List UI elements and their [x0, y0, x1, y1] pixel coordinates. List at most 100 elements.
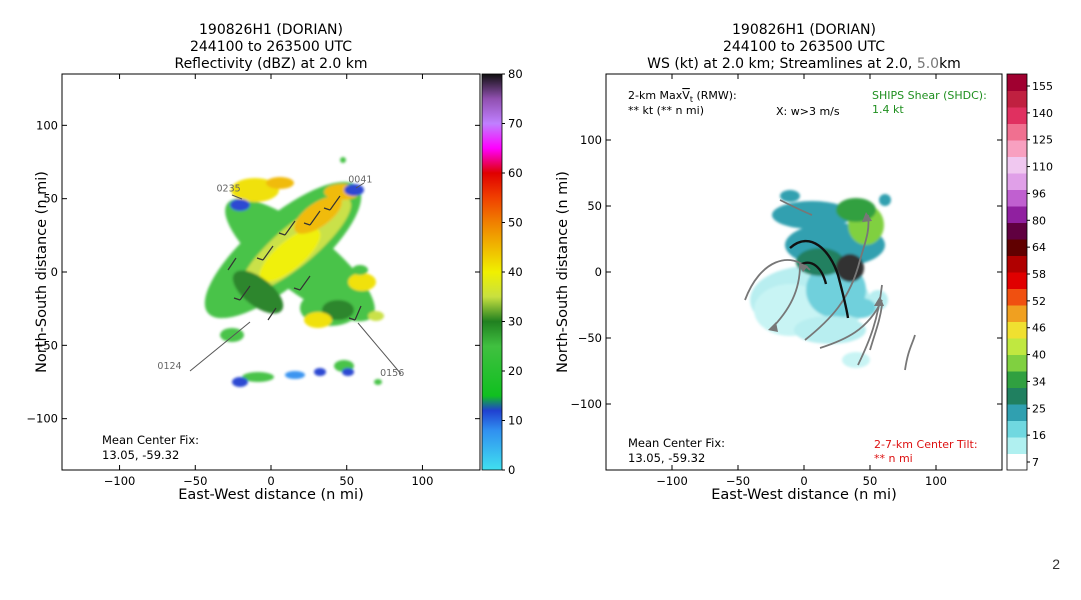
- track-point-label: 0235: [217, 183, 241, 194]
- reflectivity-field: [189, 157, 402, 387]
- colorbar-swatch: [1007, 123, 1027, 141]
- x-tick-label: −100: [104, 474, 136, 488]
- x-tick-label: 50: [339, 474, 354, 488]
- colorbar-swatch: [1007, 354, 1027, 372]
- x-tick-label: 0: [267, 474, 274, 488]
- colorbar-tick-label: 50: [508, 216, 523, 230]
- right-title-line1: 190826H1 (DORIAN): [732, 22, 876, 38]
- colorbar-tick-label: 110: [1032, 161, 1053, 174]
- colorbar-tick-label: 40: [508, 265, 523, 279]
- colorbar-tick-label: 70: [508, 117, 523, 131]
- colorbar-tick-label: 80: [508, 67, 523, 81]
- left-title-line2: 244100 to 263500 UTC: [190, 39, 352, 55]
- track-point-label: 0156: [380, 368, 404, 379]
- colorbar-tick-label: 80: [1032, 214, 1046, 227]
- right-x-axis-ticks: −100 −50 0 50 100: [656, 74, 947, 488]
- x-tick-label: −50: [726, 474, 750, 488]
- colorbar-tick-label: 125: [1032, 134, 1053, 147]
- colorbar-tick-label: 16: [1032, 429, 1046, 442]
- right-title-line2: 244100 to 263500 UTC: [723, 39, 885, 55]
- y-tick-label: −50: [34, 338, 58, 352]
- track-point-labels: 0235 0041 0124 0156: [157, 175, 404, 380]
- colorbar-swatch: [1007, 387, 1027, 405]
- x-tick-label: 50: [863, 474, 878, 488]
- colorbar-swatch: [1007, 74, 1027, 91]
- colorbar-tick-label: 64: [1032, 241, 1046, 254]
- rmw-subscript: t: [690, 95, 693, 104]
- left-x-axis-label: East-West distance (n mi): [178, 487, 364, 503]
- colorbar-swatch: [1007, 156, 1027, 174]
- right-title-line3-main: WS (kt) at 2.0 km; Streamlines at 2.0,: [647, 56, 917, 72]
- colorbar-swatch: [1007, 288, 1027, 306]
- left-mean-center-value: 13.05, -59.32: [102, 448, 179, 462]
- reflectivity-panel: 190826H1 (DORIAN) 244100 to 263500 UTC R…: [26, 22, 522, 503]
- colorbar-tick-label: 10: [508, 414, 523, 428]
- colorbar-swatch: [1007, 90, 1027, 108]
- wind-speed-field: [744, 190, 916, 371]
- right-x-axis-label: East-West distance (n mi): [711, 487, 897, 503]
- x-tick-label: 0: [800, 474, 807, 488]
- colorbar-swatch: [1007, 140, 1027, 157]
- left-y-axis-label: North-South distance (n mi): [34, 171, 50, 373]
- colorbar-swatch: [1007, 173, 1027, 190]
- x-tick-label: 100: [925, 474, 947, 488]
- center-tilt-label: 2-7-km Center Tilt:: [874, 438, 978, 451]
- y-tick-label: −50: [578, 331, 602, 345]
- wind-colorbar-frame: [1006, 73, 1028, 471]
- left-title-line3: Reflectivity (dBZ) at 2.0 km: [174, 56, 367, 72]
- rmw-value: ** kt (** n mi): [628, 104, 704, 117]
- center-tilt-value: ** n mi: [874, 452, 913, 465]
- colorbar-swatch: [1007, 404, 1027, 421]
- page-number: 2: [1052, 556, 1060, 572]
- y-tick-label: 50: [587, 199, 602, 213]
- reflectivity-colorbar-gradient: [481, 73, 503, 471]
- colorbar-tick-label: 25: [1032, 402, 1046, 415]
- left-x-axis-ticks: −100 −50 0 50 100: [104, 74, 433, 488]
- colorbar-swatch: [1007, 305, 1027, 322]
- left-title-line1: 190826H1 (DORIAN): [199, 22, 343, 38]
- colorbar-tick-label: 155: [1032, 80, 1053, 93]
- wind-speed-panel: 190826H1 (DORIAN) 244100 to 263500 UTC W…: [555, 22, 1053, 503]
- colorbar-tick-label: 58: [1032, 268, 1046, 281]
- colorbar-tick-label: 96: [1032, 187, 1046, 200]
- colorbar-swatch: [1007, 453, 1027, 471]
- right-mean-center-value: 13.05, -59.32: [628, 451, 705, 465]
- right-title-line3-end: km: [939, 56, 961, 72]
- colorbar-tick-label: 20: [508, 364, 523, 378]
- y-tick-label: −100: [570, 397, 602, 411]
- left-y-axis-ticks: −100 −50 0 50 100: [26, 118, 480, 426]
- colorbar-swatch: [1007, 239, 1027, 256]
- rmw-suffix: (RMW):: [693, 89, 737, 102]
- colorbar-tick-label: 52: [1032, 295, 1046, 308]
- y-tick-label: 0: [51, 265, 58, 279]
- reflectivity-colorbar: 0 10 20 30 40 50 60 70 80: [481, 67, 523, 477]
- rmw-symbol: V: [682, 89, 690, 102]
- rmw-label: 2-km Max: [628, 89, 683, 102]
- shear-label: SHIPS Shear (SHDC):: [872, 89, 987, 102]
- colorbar-tick-label: 60: [508, 166, 523, 180]
- y-tick-label: −100: [26, 412, 58, 426]
- colorbar-swatch: [1007, 420, 1027, 438]
- x-tick-label: −100: [656, 474, 688, 488]
- colorbar-swatch: [1007, 437, 1027, 454]
- wind-speed-colorbar: 7 16 25 34 40 46 52 58 64 80 96 110 125 140 155: [1006, 73, 1053, 471]
- colorbar-tick-label: 34: [1032, 375, 1046, 388]
- shear-value: 1.4 kt: [872, 103, 904, 116]
- w-threshold-label: X: w>3 m/s: [776, 105, 840, 118]
- y-tick-label: 100: [36, 118, 58, 132]
- right-y-axis-ticks: −100 −50 0 50 100: [570, 133, 1002, 411]
- x-tick-label: −50: [183, 474, 207, 488]
- track-point-label: 0041: [348, 175, 372, 186]
- colorbar-tick-label: 7: [1032, 456, 1039, 469]
- y-tick-label: 0: [595, 265, 602, 279]
- right-y-axis-label: North-South distance (n mi): [555, 171, 571, 373]
- colorbar-swatch: [1007, 338, 1027, 355]
- colorbar-tick-label: 46: [1032, 322, 1046, 335]
- y-tick-label: 100: [580, 133, 602, 147]
- colorbar-swatch: [1007, 107, 1027, 124]
- colorbar-swatch: [1007, 255, 1027, 273]
- colorbar-tick-label: 140: [1032, 107, 1053, 120]
- colorbar-tick-label: 0: [508, 463, 515, 477]
- x-tick-label: 100: [411, 474, 433, 488]
